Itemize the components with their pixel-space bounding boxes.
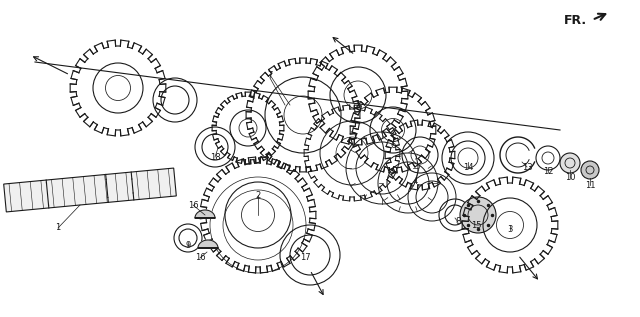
Text: 11: 11 — [585, 180, 595, 190]
Polygon shape — [4, 168, 176, 212]
Text: 16: 16 — [195, 254, 205, 262]
Text: 4: 4 — [412, 178, 418, 186]
Text: 7: 7 — [268, 70, 273, 80]
Text: 18: 18 — [210, 152, 220, 161]
Circle shape — [460, 197, 496, 233]
Polygon shape — [195, 210, 215, 218]
Text: 5: 5 — [355, 100, 360, 109]
Text: 3: 3 — [508, 225, 513, 235]
Circle shape — [581, 161, 599, 179]
Text: 16: 16 — [188, 200, 198, 210]
Text: 10: 10 — [564, 173, 575, 183]
Text: 13: 13 — [522, 163, 532, 171]
Text: 6: 6 — [390, 140, 396, 150]
Text: 15: 15 — [471, 221, 481, 230]
Text: 8: 8 — [455, 217, 461, 227]
Circle shape — [560, 153, 580, 173]
Text: FR.: FR. — [563, 14, 587, 27]
Text: 12: 12 — [543, 167, 553, 177]
Polygon shape — [198, 240, 218, 248]
Text: 1: 1 — [56, 223, 61, 232]
Text: 2: 2 — [255, 191, 260, 199]
Text: 14: 14 — [463, 164, 473, 172]
Text: 17: 17 — [300, 254, 310, 262]
Text: 9: 9 — [186, 242, 191, 250]
